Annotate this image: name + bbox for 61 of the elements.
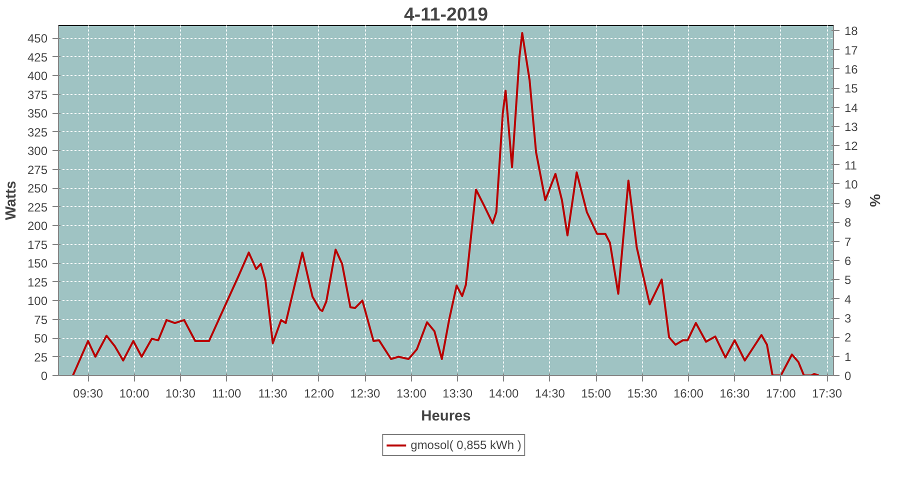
x-tick-label: 17:00 bbox=[766, 386, 796, 400]
y2-tick-label: 2 bbox=[844, 330, 852, 345]
x-tick-label: 14:30 bbox=[534, 386, 566, 400]
x-tick-label: 16:30 bbox=[720, 386, 750, 400]
y-tick-label: 75 bbox=[34, 312, 48, 327]
y2-tick-label: 15 bbox=[844, 82, 858, 96]
y-tick-label: 200 bbox=[27, 219, 48, 234]
x-axis-title: Heures bbox=[421, 408, 471, 424]
y-tick-label: 425 bbox=[27, 50, 48, 64]
x-tick-label: 09:30 bbox=[73, 386, 104, 400]
y2-tick-label: 14 bbox=[844, 100, 858, 115]
y-tick-label: 375 bbox=[27, 88, 48, 102]
y-tick-label: 175 bbox=[27, 238, 48, 252]
x-tick-label: 11:30 bbox=[258, 386, 288, 400]
y-tick-label: 250 bbox=[27, 182, 48, 196]
y2-tick-label: 6 bbox=[844, 254, 852, 268]
x-tick-label: 14:00 bbox=[488, 386, 520, 400]
y-tick-label: 125 bbox=[27, 275, 48, 290]
y2-tick-label: 18 bbox=[844, 24, 858, 38]
y2-tick-label: 9 bbox=[844, 196, 852, 211]
y-tick-label: 325 bbox=[27, 125, 48, 140]
y2-tick-label: 12 bbox=[844, 139, 858, 154]
x-tick-label: 10:00 bbox=[119, 386, 150, 400]
y2-tick-label: 5 bbox=[844, 273, 852, 288]
y2-tick-label: 4 bbox=[844, 292, 852, 306]
y-tick-label: 150 bbox=[27, 256, 48, 271]
y2-tick-label: 8 bbox=[844, 216, 852, 230]
x-tick-label: 17:30 bbox=[812, 386, 842, 400]
y-tick-label: 450 bbox=[27, 32, 48, 46]
y2-tick-label: 7 bbox=[844, 234, 852, 249]
y-tick-label: 400 bbox=[27, 69, 48, 84]
y-axis-title: Watts bbox=[3, 180, 20, 220]
y2-tick-label: 1 bbox=[844, 350, 852, 364]
y-tick-label: 300 bbox=[27, 144, 48, 158]
y-tick-label: 25 bbox=[34, 350, 48, 364]
y-tick-label: 275 bbox=[27, 162, 48, 177]
y-tick-label: 100 bbox=[27, 294, 48, 308]
legend-label: gmosol( 0,855 kWh ) bbox=[410, 438, 522, 452]
y2-tick-label: 13 bbox=[844, 120, 858, 134]
y-tick-label: 50 bbox=[34, 332, 48, 346]
x-tick-label: 15:30 bbox=[627, 386, 658, 400]
y-tick-label: 225 bbox=[27, 200, 48, 214]
y2-tick-label: 16 bbox=[844, 62, 858, 76]
x-tick-label: 16:00 bbox=[673, 386, 704, 400]
y-tick-label: 0 bbox=[40, 369, 48, 383]
x-tick-label: 12:30 bbox=[350, 386, 381, 400]
x-tick-label: 15:00 bbox=[581, 386, 612, 400]
y-tick-label: 350 bbox=[27, 106, 48, 121]
y2-axis-title: % bbox=[866, 194, 882, 208]
y2-tick-label: 3 bbox=[844, 312, 852, 326]
y2-tick-label: 10 bbox=[844, 177, 858, 192]
x-tick-label: 11:00 bbox=[212, 386, 242, 400]
x-tick-label: 13:30 bbox=[442, 386, 473, 400]
y2-tick-label: 17 bbox=[844, 43, 858, 58]
x-tick-label: 10:30 bbox=[165, 386, 196, 400]
x-tick-label: 13:00 bbox=[396, 386, 427, 400]
chart-title: 4-11-2019 bbox=[404, 4, 488, 24]
x-tick-label: 12:00 bbox=[304, 386, 334, 400]
line-series bbox=[72, 32, 820, 376]
y2-tick-label: 0 bbox=[844, 369, 852, 383]
y2-tick-label: 11 bbox=[844, 158, 858, 172]
